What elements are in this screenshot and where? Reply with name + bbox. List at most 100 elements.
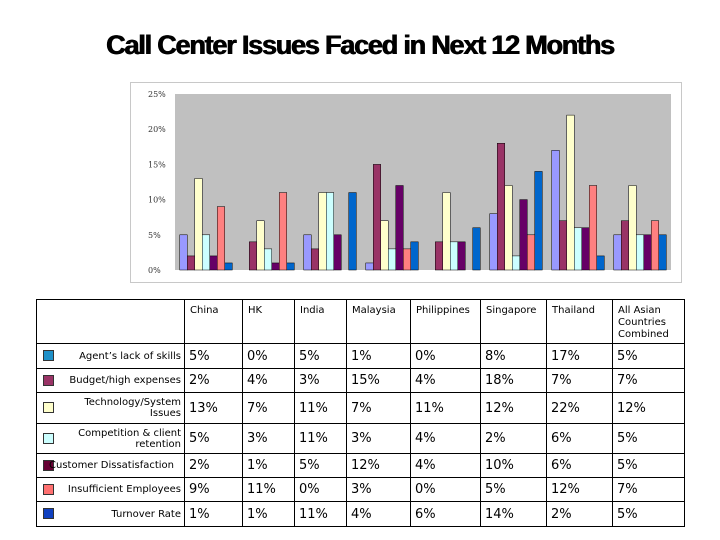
bar-mark (643, 234, 652, 271)
bar-mark (224, 262, 233, 271)
bar-mark (271, 262, 280, 271)
bar-mark (348, 192, 357, 271)
bar-mark (497, 143, 505, 271)
bar-mark (566, 114, 575, 271)
row-label-cell: Customer Dissatisfaction (36, 453, 185, 478)
bar-mark (534, 171, 543, 271)
series-label: Competition & client retention (78, 427, 181, 450)
column-header: Thailand (546, 299, 613, 344)
y-tick-label: 0% (148, 266, 161, 275)
y-tick-label: 10% (148, 196, 166, 205)
bar-mark (333, 234, 342, 271)
value-cell: 1% (346, 343, 411, 369)
value-cell: 5% (612, 453, 685, 478)
bar-mark (519, 199, 528, 271)
row-label-cell: Agent’s lack of skills (36, 343, 185, 369)
column-header: Singapore (480, 299, 547, 344)
y-tick-label: 5% (148, 231, 161, 240)
bar-chart: 0% 5% 10% 15% 20% 25% (148, 90, 671, 275)
value-cell: 2% (480, 423, 547, 454)
value-cell: 12% (346, 453, 411, 478)
legend-swatch (43, 483, 54, 495)
row-label-cell: Budget/high expenses (36, 368, 185, 393)
bar-mark (589, 185, 597, 271)
value-cell: 17% (546, 343, 613, 369)
value-cell: 6% (546, 423, 613, 454)
bar-mark (658, 234, 667, 271)
legend-swatch (43, 350, 54, 361)
value-cell: 5% (612, 423, 685, 454)
bar-mark (194, 178, 203, 271)
table-row: Customer Dissatisfaction 2% 1% 5% 12% 4% 10% 6%… (36, 453, 685, 478)
series-label: Agent’s lack of skills (79, 350, 181, 362)
value-cell: 15% (346, 368, 411, 393)
bar-mark (613, 234, 622, 271)
series-label: Insufficient Employees (67, 484, 181, 495)
value-cell: 2% (184, 368, 243, 393)
table-row: Insufficient Employees 9% 11% 0% 3% 0% 5% 12% 7% (36, 477, 685, 502)
row-label-cell: Technology/System Issues (36, 392, 185, 424)
value-cell: 1% (184, 501, 243, 527)
value-cell: 2% (184, 453, 243, 478)
table-row: Competition & client retention 5% 3% 11% 3% 4… (36, 423, 685, 454)
table-row: Budget/high expenses 2% 4% 3% 15% 4% 18% 7% 7% (36, 368, 685, 393)
bar-mark (311, 248, 319, 271)
bar-mark (256, 220, 265, 271)
bar-mark (527, 234, 535, 271)
bar-mark (504, 185, 513, 271)
bar-mark (365, 262, 374, 271)
value-cell: 3% (294, 368, 347, 393)
value-cell: 0% (242, 343, 295, 369)
bar-mark (435, 241, 443, 271)
value-cell: 14% (480, 501, 547, 527)
bar-mark (286, 262, 295, 271)
bar-mark (559, 220, 567, 271)
value-cell: 12% (546, 477, 613, 502)
value-cell: 6% (410, 501, 481, 527)
bar-mark (551, 150, 560, 271)
value-cell: 1% (242, 453, 295, 478)
bar-mark (264, 248, 272, 271)
bar-mark (472, 227, 481, 271)
value-cell: 3% (346, 477, 411, 502)
table-row: Technology/System Issues 13% 7% 11% 7% 11% 12%… (36, 392, 685, 424)
value-cell: 7% (612, 368, 685, 393)
legend-swatch (43, 459, 54, 471)
value-cell: 0% (410, 343, 481, 369)
value-cell: 1% (242, 501, 295, 527)
bar-mark (395, 185, 404, 271)
value-cell: 3% (242, 423, 295, 454)
value-cell: 7% (612, 477, 685, 502)
bar-mark (628, 185, 637, 271)
value-cell: 12% (480, 392, 547, 424)
column-header: India (294, 299, 347, 344)
value-cell: 5% (294, 343, 347, 369)
value-cell: 4% (410, 423, 481, 454)
bar-mark (489, 213, 498, 271)
value-cell: 0% (410, 477, 481, 502)
bar-mark (596, 255, 605, 271)
column-header: Philippines (410, 299, 481, 344)
series-label: Budget/high expenses (69, 375, 181, 386)
value-cell: 5% (184, 423, 243, 454)
table-row: Turnover Rate 1% 1% 11% 4% 6% 14% 2% 5% (36, 501, 685, 527)
value-cell: 2% (546, 501, 613, 527)
value-cell: 22% (546, 392, 613, 424)
value-cell: 7% (546, 368, 613, 393)
value-cell: 0% (294, 477, 347, 502)
chart-title: Call Center Issues Faced in Next 12 Mont… (106, 30, 615, 60)
value-cell: 11% (294, 501, 347, 527)
series-label: Technology/System Issues (84, 397, 181, 419)
bar-mark (326, 192, 334, 271)
table-row: Agent’s lack of skills 5% 0% 5% 1% 0% 8% 17% 5% (36, 343, 685, 369)
value-cell: 5% (294, 453, 347, 478)
table-header-row: China HK India Malaysia Philippines Singapore… (36, 299, 685, 344)
value-cell: 11% (242, 477, 295, 502)
bar-mark (380, 220, 389, 271)
bar-mark (651, 220, 659, 271)
bar-mark (621, 220, 629, 271)
column-header: Malaysia (346, 299, 411, 344)
value-cell: 4% (242, 368, 295, 393)
bar-mark (403, 248, 411, 271)
bar-mark (512, 255, 520, 271)
